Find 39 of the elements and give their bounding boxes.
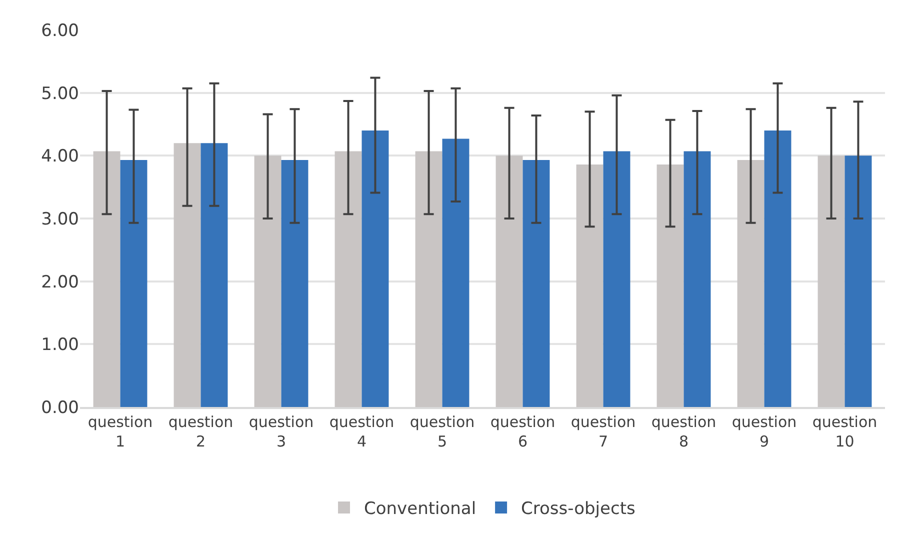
bar [174, 143, 201, 407]
bar [576, 164, 604, 407]
y-tick-label: 2.00 [41, 272, 79, 292]
x-tick-label: question 6 [490, 412, 556, 450]
bar [93, 151, 120, 407]
bar [656, 164, 684, 407]
x-tick-label: question 7 [570, 412, 636, 450]
bar [442, 138, 470, 407]
bar [362, 130, 389, 407]
bar [334, 151, 362, 407]
y-tick-label: 6.00 [41, 20, 79, 41]
x-tick-label: question 3 [248, 412, 314, 450]
bar [120, 160, 148, 407]
y-tick-label: 3.00 [41, 209, 79, 230]
x-tick-label: question 2 [168, 412, 234, 450]
legend-label: Cross-objects [521, 499, 636, 520]
x-tick-label: question 1 [88, 412, 153, 450]
bar [281, 160, 308, 407]
bar [254, 156, 282, 407]
x-tick-label: question 5 [410, 412, 475, 450]
bar [603, 151, 630, 407]
x-tick-label: question 8 [651, 412, 716, 450]
bar [522, 160, 550, 407]
y-tick-label: 1.00 [41, 335, 79, 356]
x-tick-label: question 10 [812, 412, 878, 450]
bar [764, 130, 792, 407]
bar [684, 151, 711, 407]
y-tick-label: 4.00 [41, 146, 79, 167]
bar [415, 151, 442, 407]
bar [496, 156, 523, 407]
y-tick-label: 5.00 [41, 84, 79, 104]
x-tick-label: question 4 [329, 412, 394, 450]
legend-label: Conventional [364, 499, 476, 520]
y-tick-label: 0.00 [41, 398, 79, 418]
x-tick-label: question 9 [732, 412, 797, 450]
bar [200, 143, 228, 407]
bar [818, 156, 845, 407]
bar [737, 160, 764, 407]
bar [844, 156, 872, 407]
